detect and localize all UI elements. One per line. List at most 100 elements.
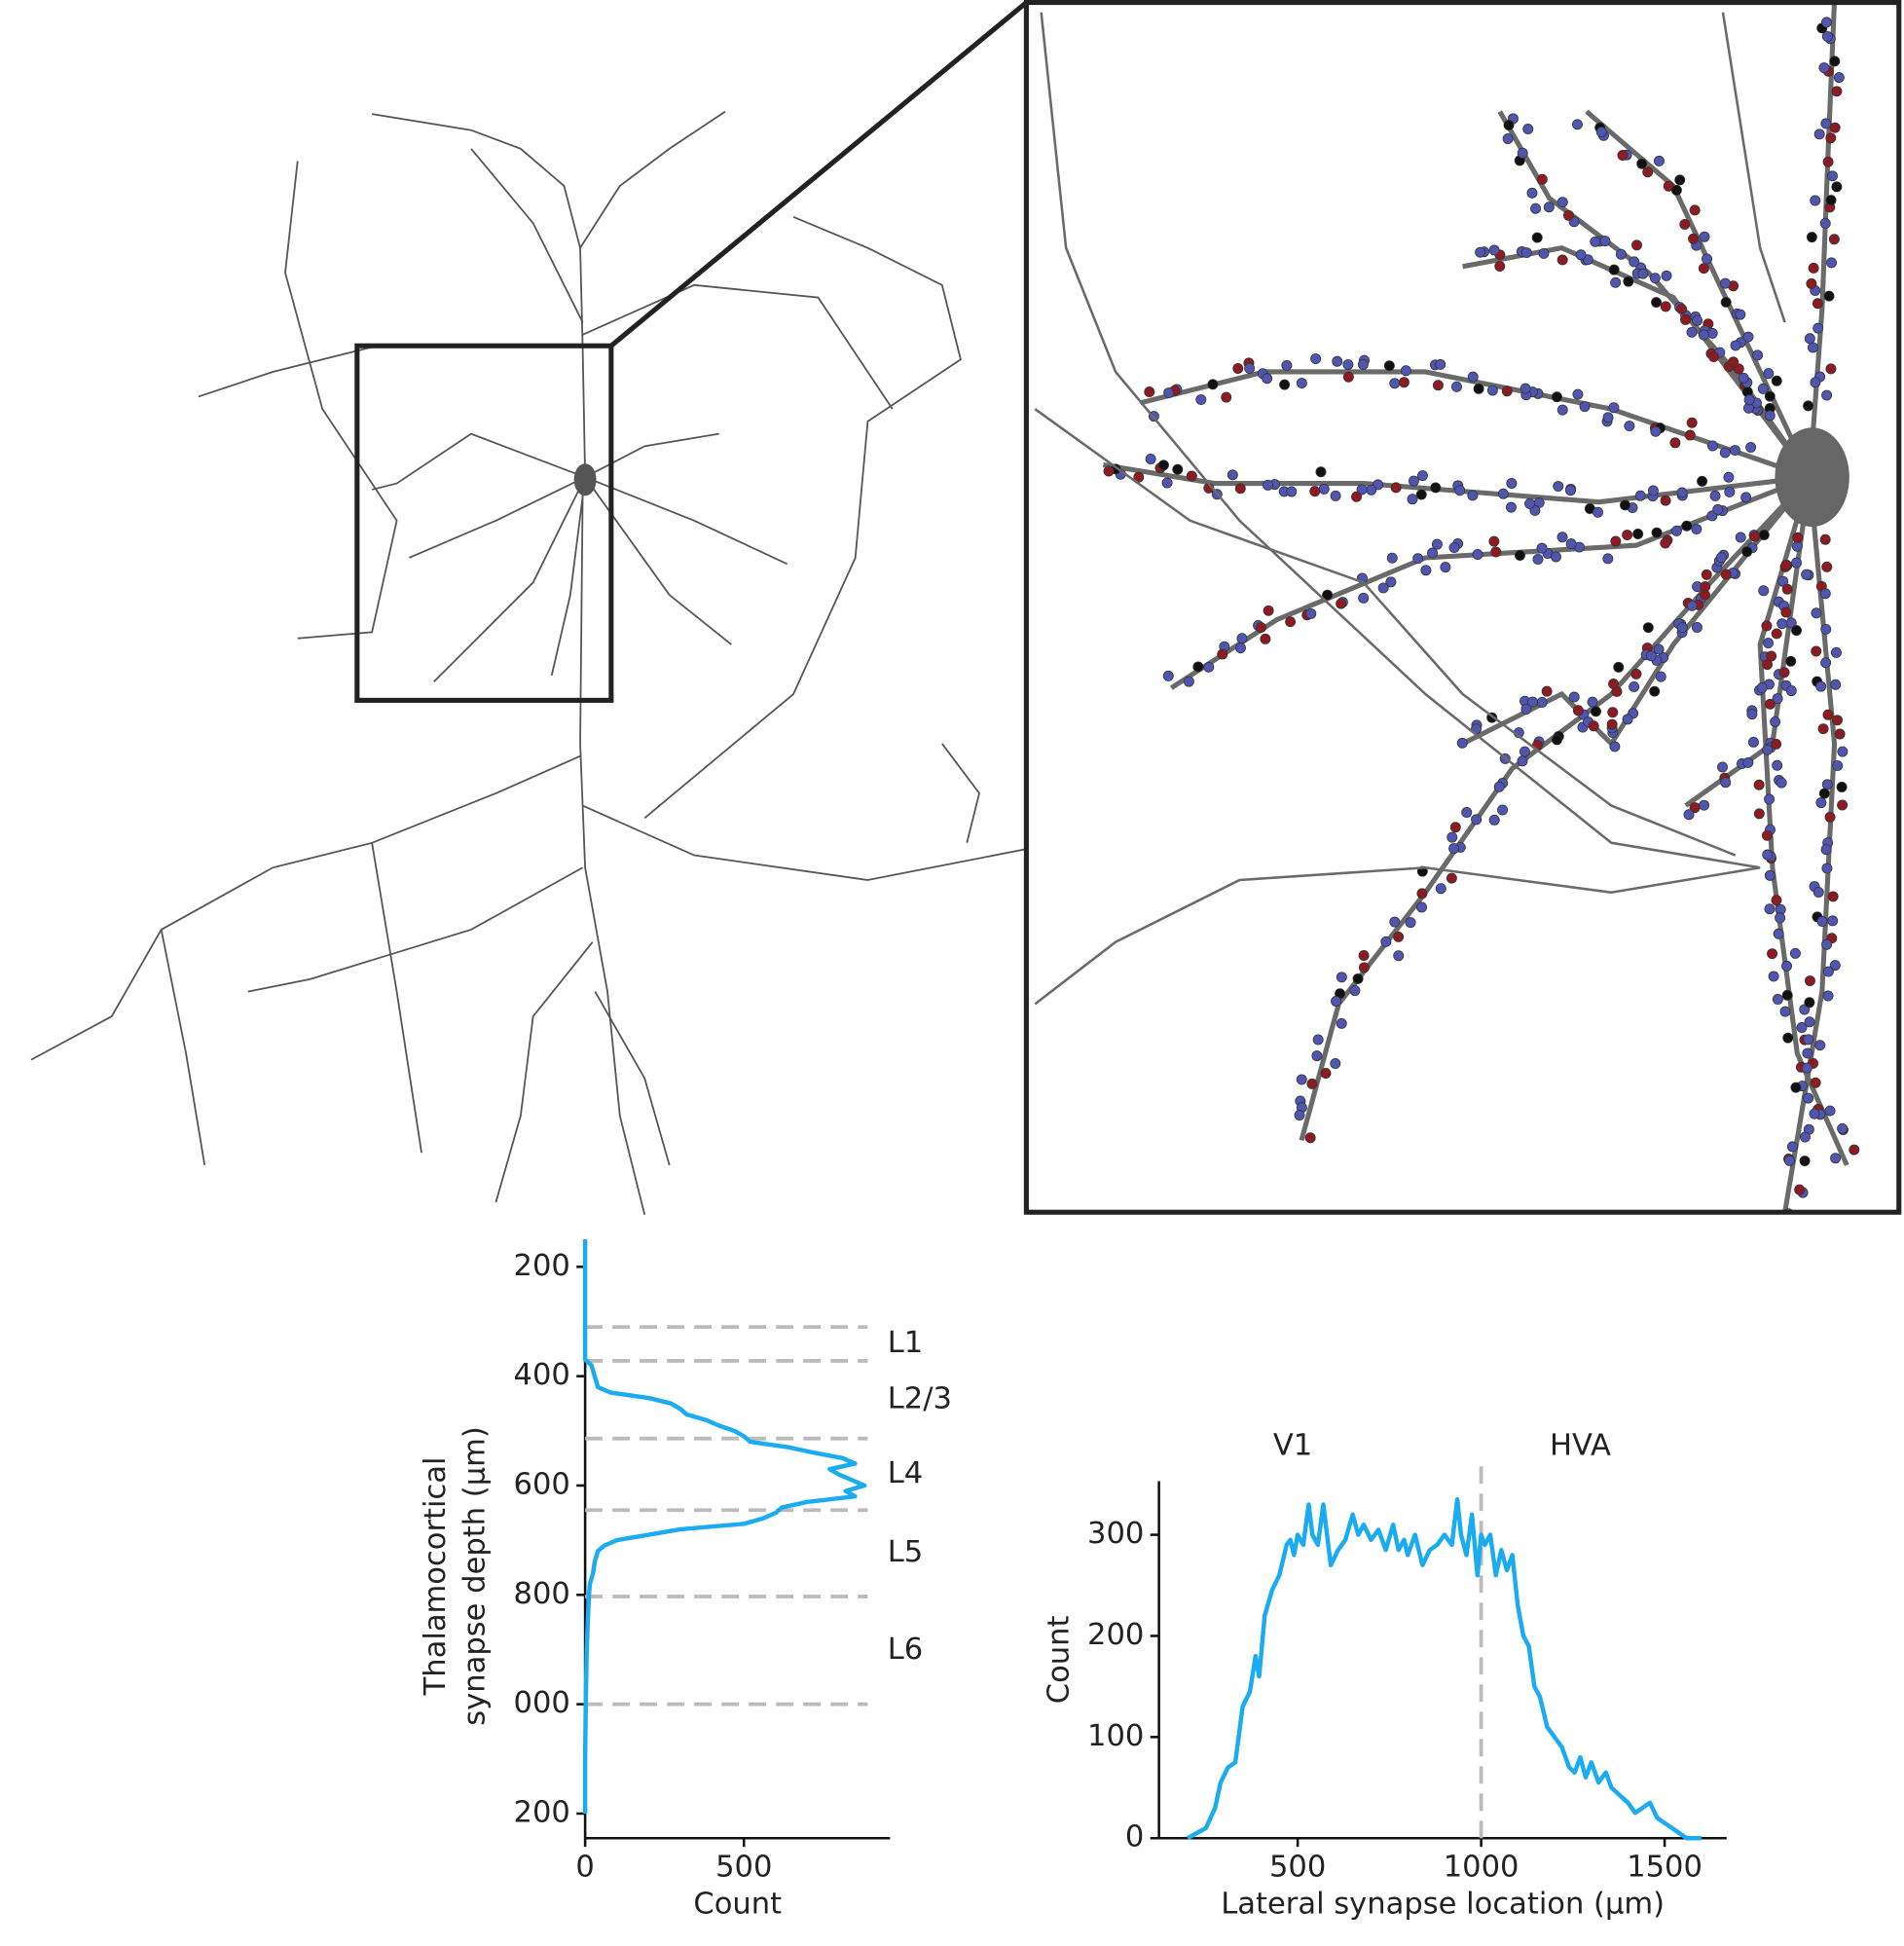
- synapse-dot: [1681, 520, 1693, 532]
- synapse-dot: [1608, 264, 1620, 275]
- synapse-dot: [1336, 972, 1347, 983]
- synapse-dot: [1651, 297, 1662, 309]
- synapse-dot: [1556, 197, 1568, 208]
- synapse-dot: [1536, 542, 1548, 554]
- synapse-dot: [1192, 661, 1204, 673]
- synapse-dot: [1745, 441, 1757, 453]
- synapse-dot: [1393, 950, 1405, 962]
- y-tick-label: 000: [514, 1686, 570, 1720]
- zoom-axons: [1034, 12, 1786, 1006]
- synapse-dot: [1828, 234, 1840, 245]
- synapse-dot: [1312, 1034, 1324, 1046]
- synapse-dot: [1692, 314, 1703, 326]
- synapse-dot: [1747, 736, 1759, 748]
- synapse-dot: [1221, 391, 1232, 403]
- synapse-dot: [1590, 236, 1601, 247]
- synapse-dot: [1771, 738, 1782, 750]
- synapse-dot: [1811, 607, 1822, 619]
- synapse-dot: [1830, 1153, 1842, 1164]
- synapse-dot: [1351, 491, 1363, 502]
- synapse-dot: [1608, 402, 1620, 414]
- synapse-dot: [1783, 1155, 1795, 1166]
- synapse-dot: [1449, 822, 1461, 833]
- x-axis-label: Count: [693, 1887, 782, 1921]
- x-tick-label: 500: [715, 1850, 772, 1884]
- synapse-dot: [1172, 463, 1184, 475]
- synapse-dot: [1556, 532, 1568, 543]
- synapse-dot: [1488, 244, 1500, 256]
- synapse-dot: [1785, 685, 1797, 697]
- synapse-dot: [1688, 233, 1700, 244]
- synapse-dot: [1720, 296, 1732, 308]
- synapse-dot: [1814, 1040, 1826, 1051]
- synapse-dot: [1624, 421, 1635, 432]
- y-axis-label: synapse depth (µm): [458, 1426, 493, 1726]
- synapse-dot: [1503, 120, 1515, 131]
- synapse-dot: [1724, 486, 1736, 497]
- region-label: V1: [1273, 1428, 1312, 1462]
- synapse-dot: [1311, 1050, 1323, 1062]
- synapse-dot: [1543, 202, 1555, 213]
- synapse-dot: [1661, 270, 1672, 281]
- synapse-dot: [1806, 232, 1817, 243]
- synapse-dot: [1336, 1017, 1347, 1029]
- synapse-dot: [1801, 569, 1812, 580]
- synapse-dot: [1684, 429, 1696, 441]
- synapse-dot: [1836, 781, 1848, 792]
- synapse-dot: [1781, 960, 1792, 972]
- synapse-dot: [1699, 589, 1710, 601]
- synapse-dot: [1780, 606, 1792, 618]
- synapse-dot: [1651, 527, 1663, 538]
- synapse-dot: [1749, 531, 1761, 542]
- inset-box: [354, 343, 614, 703]
- synapse-dot: [1824, 811, 1836, 823]
- synapse-dot: [1517, 755, 1528, 767]
- synapse-dot: [1526, 187, 1538, 199]
- synapse-dot: [1162, 670, 1174, 681]
- synapse-dot: [1829, 960, 1841, 972]
- synapse-dot: [1762, 849, 1774, 861]
- synapse-dot: [1622, 714, 1633, 725]
- synapse-dot: [1691, 524, 1703, 535]
- synapse-dot: [1607, 707, 1619, 718]
- synapse-dot: [1342, 359, 1354, 371]
- y-tick-label: 200: [1087, 1618, 1144, 1652]
- synapse-dot: [1810, 195, 1821, 206]
- synapse-dot: [1305, 607, 1317, 619]
- synapse-dot: [1520, 703, 1532, 715]
- synapse-dot: [1820, 623, 1832, 635]
- synapse-dot: [1262, 373, 1273, 385]
- synapse-dot: [1183, 676, 1194, 687]
- synapse-dot: [1655, 671, 1666, 682]
- synapse-dot: [1377, 582, 1389, 594]
- synapse-dot: [1802, 1047, 1813, 1059]
- synapse-dot: [1517, 147, 1528, 159]
- synapse-dot: [1764, 390, 1776, 402]
- synapse-dot: [1808, 262, 1819, 274]
- synapse-dot: [1770, 716, 1781, 727]
- synapse-dot: [1520, 383, 1531, 394]
- synapse-dot: [1730, 340, 1741, 351]
- synapse-dot: [1767, 948, 1778, 960]
- synapse-dot: [1163, 387, 1175, 399]
- synapse-dot: [1527, 696, 1539, 708]
- synapse-dot: [1186, 470, 1197, 482]
- synapse-dot: [1837, 1122, 1849, 1134]
- synapse-dot: [1822, 709, 1834, 720]
- zoom-rendering: [1102, 2, 1860, 1213]
- synapse-dot: [1294, 1110, 1305, 1121]
- synapse-dot: [1764, 410, 1776, 422]
- synapse-dot: [1832, 715, 1843, 726]
- synapse-dot: [1676, 303, 1688, 314]
- synapse-dot: [1806, 277, 1817, 289]
- x-tick-label: 1000: [1444, 1850, 1520, 1884]
- synapse-dot: [1689, 802, 1701, 814]
- synapse-dot: [1203, 661, 1215, 673]
- synapse-dot: [1669, 437, 1681, 449]
- synapse-dot: [1808, 342, 1818, 353]
- synapse-dot: [1631, 239, 1642, 251]
- synapse-dot: [1691, 621, 1703, 633]
- synapse-dot: [1825, 132, 1837, 144]
- synapse-dot: [1820, 657, 1832, 669]
- region-label: HVA: [1550, 1428, 1611, 1462]
